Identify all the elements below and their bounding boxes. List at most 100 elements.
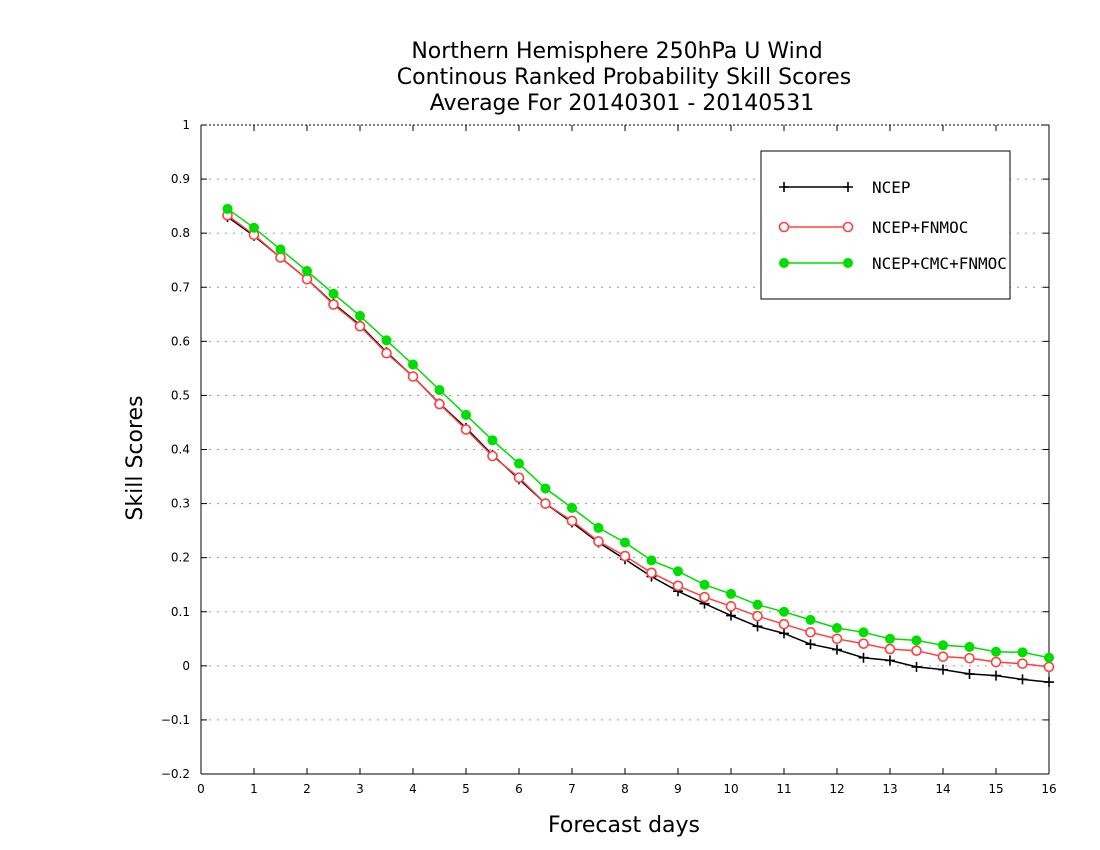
tick-labels: 0 1 2 3 4 5 6 7 8 9 10 11 12 13 14 15 16−0.2−0.100.10.20… xyxy=(161,118,1057,796)
series-2-point-12 xyxy=(540,483,551,494)
series-layer xyxy=(222,203,1055,688)
y-tick-label-3: 0.1 xyxy=(171,605,190,619)
series-2-point-1 xyxy=(249,222,259,233)
series-2-point-10 xyxy=(487,435,498,446)
series-2-point-20 xyxy=(752,599,763,610)
series-2-point-9 xyxy=(461,409,471,420)
series-2-point-2 xyxy=(275,244,286,255)
series-2 xyxy=(222,203,1054,663)
y-tick-label-6: 0.4 xyxy=(171,443,190,457)
series-1-point-7 xyxy=(407,371,419,382)
series-0-point-25 xyxy=(885,655,895,666)
x-axis-label: Forecast days xyxy=(548,813,700,838)
series-2-point-21 xyxy=(779,606,789,617)
series-1-point-4 xyxy=(328,299,339,310)
series-2-point-3 xyxy=(302,266,312,277)
series-1-point-18 xyxy=(699,591,710,603)
legend: NCEP NCEP+FNMOC NCEP+CMC+FNMOC xyxy=(760,150,1011,300)
series-2-point-17 xyxy=(673,566,683,577)
series-2-point-22 xyxy=(805,614,816,625)
series-2-point-14 xyxy=(593,522,604,533)
series-1-point-31 xyxy=(1043,661,1055,673)
y-tick-label-10: 0.8 xyxy=(171,226,190,240)
series-0-point-24 xyxy=(858,652,869,663)
series-1-point-8 xyxy=(434,398,445,410)
series-1 xyxy=(222,210,1055,673)
series-0-point-27 xyxy=(938,664,948,675)
series-1-point-9 xyxy=(460,424,472,435)
series-1-point-22 xyxy=(805,627,816,638)
legend-marker-end-0 xyxy=(843,182,853,192)
series-0-point-21 xyxy=(779,628,789,639)
series-1-point-28 xyxy=(964,652,975,664)
series-2-point-11 xyxy=(514,458,524,469)
series-1-point-20 xyxy=(752,610,763,622)
x-tick-label-1: 1 xyxy=(250,782,258,796)
legend-marker-start-2 xyxy=(779,258,789,268)
y-tick-label-11: 0.9 xyxy=(171,172,190,186)
series-1-point-15 xyxy=(619,550,631,562)
series-1-point-5 xyxy=(354,320,366,332)
series-1-point-17 xyxy=(672,580,684,592)
series-2-point-6 xyxy=(381,335,392,346)
x-tick-label-15: 15 xyxy=(988,782,1003,796)
legend-marker-end-1 xyxy=(842,221,854,233)
legend-marker-start-1 xyxy=(778,221,790,233)
series-2-point-5 xyxy=(355,310,365,321)
series-2-point-31 xyxy=(1044,652,1054,663)
legend-box xyxy=(760,150,1011,300)
legend-label-1: NCEP+FNMOC xyxy=(872,218,968,237)
series-2-point-26 xyxy=(911,635,922,646)
x-tick-label-14: 14 xyxy=(935,782,950,796)
x-tick-label-3: 3 xyxy=(356,782,364,796)
y-tick-label-8: 0.6 xyxy=(171,334,190,348)
series-2-point-29 xyxy=(991,646,1001,657)
series-2-point-4 xyxy=(328,288,339,299)
axes xyxy=(200,124,1050,775)
series-0-point-29 xyxy=(991,670,1001,681)
series-0-point-20 xyxy=(752,621,763,632)
legend-label-2: NCEP+CMC+FNMOC xyxy=(872,254,1007,273)
series-0-point-31 xyxy=(1044,677,1054,688)
y-tick-label-7: 0.5 xyxy=(171,388,190,402)
y-tick-label-0: −0.2 xyxy=(161,767,190,781)
series-2-point-16 xyxy=(646,555,657,566)
series-1-point-16 xyxy=(646,567,657,579)
x-tick-label-10: 10 xyxy=(723,782,738,796)
x-tick-label-12: 12 xyxy=(829,782,844,796)
series-1-point-11 xyxy=(513,472,525,483)
chart-title-line-3: Average For 20140301 - 20140531 xyxy=(430,91,815,116)
series-1-point-24 xyxy=(858,638,869,649)
series-2-point-27 xyxy=(938,640,948,651)
series-2-point-28 xyxy=(964,641,975,652)
series-2-point-15 xyxy=(620,537,630,548)
series-1-point-21 xyxy=(778,618,790,630)
series-1-point-13 xyxy=(566,515,578,527)
x-tick-label-0: 0 xyxy=(197,782,205,796)
legend-marker-start-0 xyxy=(779,182,789,192)
series-1-point-29 xyxy=(990,656,1002,668)
x-tick-label-8: 8 xyxy=(621,782,629,796)
x-tick-label-9: 9 xyxy=(674,782,682,796)
series-2-point-19 xyxy=(726,588,736,599)
series-2-point-18 xyxy=(699,579,710,590)
x-tick-label-6: 6 xyxy=(515,782,523,796)
x-tick-label-11: 11 xyxy=(776,782,791,796)
y-tick-label-9: 0.7 xyxy=(171,280,190,294)
chart-title: Northern Hemisphere 250hPa U Wind Contin… xyxy=(397,39,851,116)
legend-marker-end-2 xyxy=(843,258,853,268)
x-tick-label-13: 13 xyxy=(882,782,897,796)
series-0-point-26 xyxy=(911,661,922,672)
series-1-point-23 xyxy=(831,633,843,645)
y-axis-label: Skill Scores xyxy=(123,395,148,520)
y-tick-label-2: 0 xyxy=(182,659,190,673)
series-0-point-23 xyxy=(832,644,842,655)
series-2-point-30 xyxy=(1017,647,1028,658)
y-tick-label-4: 0.2 xyxy=(171,551,190,565)
series-1-point-14 xyxy=(593,536,604,547)
series-2-point-0 xyxy=(222,203,233,214)
series-1-point-25 xyxy=(884,643,896,655)
series-2-point-13 xyxy=(567,502,577,513)
series-2-point-24 xyxy=(858,627,869,638)
series-2-point-23 xyxy=(832,622,842,633)
